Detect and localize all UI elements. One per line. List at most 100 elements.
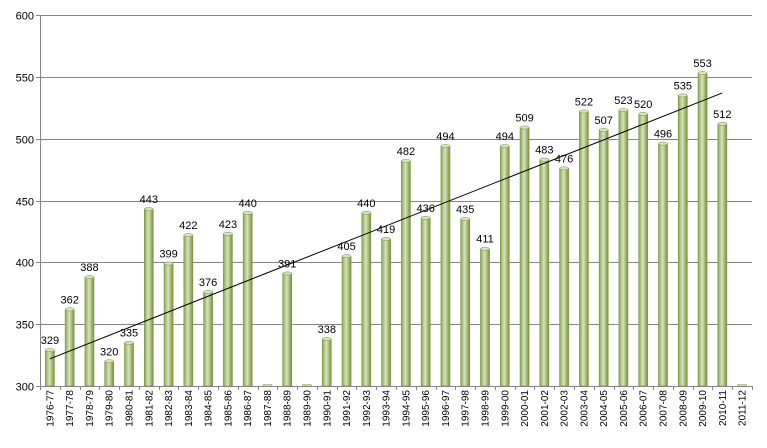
bar bbox=[717, 123, 728, 387]
x-tick-label: 2010-11 bbox=[718, 390, 729, 426]
data-label: 440 bbox=[238, 198, 256, 210]
gridlines bbox=[40, 15, 752, 387]
bar-cap bbox=[717, 121, 728, 126]
y-tick-label: 350 bbox=[16, 320, 34, 332]
x-tick-label: 2005-06 bbox=[619, 390, 630, 427]
data-label: 320 bbox=[100, 346, 118, 358]
bar-cap bbox=[183, 233, 194, 237]
bar-cap bbox=[618, 108, 629, 113]
bar-cap bbox=[559, 166, 569, 171]
x-tick-label: 1986-87 bbox=[243, 390, 254, 427]
bar-cap bbox=[163, 261, 174, 266]
data-label: 494 bbox=[496, 131, 514, 143]
y-tick-label: 500 bbox=[16, 135, 34, 147]
data-label: 509 bbox=[515, 113, 533, 125]
bar bbox=[64, 309, 75, 387]
bar bbox=[677, 95, 688, 387]
x-tick-label: 1980-81 bbox=[125, 390, 136, 427]
bar-cap bbox=[282, 271, 292, 276]
y-axis: 300 350 400 450 500 550 600 bbox=[16, 11, 41, 394]
data-label: 362 bbox=[60, 294, 78, 306]
y-tick-label: 300 bbox=[16, 382, 34, 394]
x-tick-label: 1991-92 bbox=[342, 390, 353, 427]
bar bbox=[638, 113, 649, 387]
x-tick-label: 1984-85 bbox=[204, 390, 215, 427]
bar-cap bbox=[64, 307, 75, 312]
data-label: 411 bbox=[476, 234, 494, 246]
x-tick-label: 1985-86 bbox=[223, 390, 234, 427]
x-tick-label: 2011-12 bbox=[738, 390, 749, 426]
bar-cap bbox=[598, 128, 609, 132]
data-label: 496 bbox=[654, 129, 672, 141]
x-tick-label: 1977-78 bbox=[65, 390, 76, 427]
bar bbox=[321, 338, 332, 387]
bar bbox=[519, 127, 530, 387]
bar-cap bbox=[104, 359, 114, 364]
bar-cap bbox=[440, 144, 451, 148]
x-tick-label: 2006-07 bbox=[639, 390, 650, 427]
data-label: 435 bbox=[456, 204, 474, 216]
bar bbox=[223, 233, 233, 387]
bar-cap bbox=[480, 246, 490, 251]
x-tick-label: 1982-83 bbox=[164, 390, 175, 427]
bar bbox=[183, 234, 194, 387]
bar bbox=[282, 273, 293, 387]
bar-cap bbox=[697, 71, 708, 75]
bar-cap bbox=[381, 236, 391, 241]
x-tick-label: 2002-03 bbox=[560, 390, 571, 427]
bar bbox=[460, 218, 471, 387]
x-tick-label: 1990-91 bbox=[322, 390, 333, 427]
x-tick-label: 1997-98 bbox=[461, 390, 472, 427]
y-tick-label: 550 bbox=[16, 73, 34, 85]
bar bbox=[658, 143, 668, 387]
x-tick-label: 1987-88 bbox=[263, 390, 274, 427]
bar-cap bbox=[519, 125, 530, 130]
bar bbox=[242, 212, 253, 387]
y-tick-label: 600 bbox=[16, 11, 34, 23]
x-tick-label: 1992-93 bbox=[362, 390, 373, 427]
bar bbox=[440, 145, 451, 387]
data-label: 483 bbox=[535, 145, 553, 157]
bar-cap bbox=[144, 207, 154, 212]
bar bbox=[618, 109, 629, 387]
x-tick-label: 1995-96 bbox=[421, 390, 432, 427]
bar-cap bbox=[658, 141, 668, 146]
bar bbox=[203, 291, 213, 387]
data-label: 512 bbox=[713, 109, 731, 121]
data-label: 376 bbox=[199, 277, 217, 289]
data-label: 419 bbox=[377, 224, 395, 236]
bar bbox=[124, 342, 134, 387]
bar bbox=[559, 168, 569, 387]
x-tick-label: 2007-08 bbox=[659, 390, 670, 427]
bar bbox=[341, 255, 352, 387]
x-tick-label: 1978-79 bbox=[85, 390, 96, 427]
bar bbox=[697, 72, 708, 387]
x-tick-label: 2009-10 bbox=[698, 390, 709, 427]
bar-cap bbox=[361, 211, 372, 215]
bar bbox=[104, 360, 115, 387]
x-tick-label: 1989-90 bbox=[303, 390, 314, 427]
data-label: 388 bbox=[80, 262, 98, 274]
bar-cap bbox=[242, 211, 253, 215]
data-labels: 3293623883203354433994223764234403913384… bbox=[41, 58, 732, 358]
x-tick-label: 2008-09 bbox=[678, 390, 689, 427]
bar bbox=[499, 145, 510, 387]
x-tick-label: 1983-84 bbox=[184, 390, 195, 427]
bar-cap bbox=[84, 275, 95, 280]
bar-empty bbox=[737, 384, 747, 387]
x-tick-label: 1981-82 bbox=[144, 390, 155, 427]
bar bbox=[598, 129, 609, 387]
bar-cap bbox=[638, 112, 648, 116]
trendline bbox=[49, 92, 723, 360]
bar-cap bbox=[678, 93, 688, 98]
bar-cap bbox=[124, 340, 134, 345]
x-tick-label: 1996-97 bbox=[441, 390, 452, 427]
data-label: 523 bbox=[614, 95, 632, 107]
data-label: 405 bbox=[337, 241, 355, 253]
data-label: 553 bbox=[693, 58, 711, 70]
bar bbox=[45, 349, 55, 387]
data-label: 440 bbox=[357, 198, 375, 210]
bar-cap bbox=[223, 232, 233, 236]
data-label: 422 bbox=[179, 220, 197, 232]
